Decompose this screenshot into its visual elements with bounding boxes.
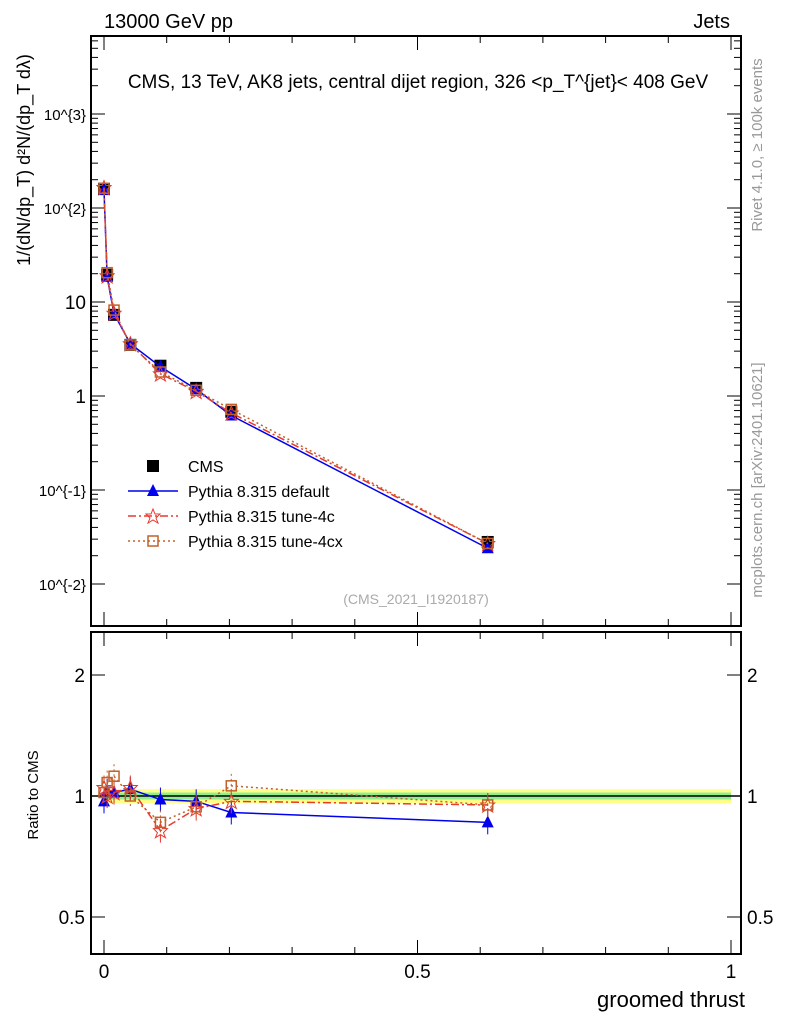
data-point-3 [190, 384, 202, 397]
ratio-tick-label-right: 0.5 [747, 908, 773, 929]
ratio-point-2 [152, 822, 169, 839]
rivet-label: Rivet 4.1.0, ≥ 100k events [749, 58, 766, 231]
y-tick-label: 10^{3} [44, 107, 86, 124]
legend-label: Pythia 8.315 default [188, 484, 330, 501]
ratio-point-3 [124, 790, 137, 802]
ratio-tick-label: 0.5 [59, 908, 85, 929]
main-frame [90, 35, 742, 627]
data-point-3 [108, 304, 120, 316]
ratio-frame [90, 631, 742, 955]
data-point-3 [101, 266, 113, 279]
y-axis-label: 1/(dN/dp_T) d²N/(dp_T dλ) [14, 54, 35, 266]
header-right: Jets [693, 11, 730, 33]
ratio-point-2 [223, 792, 240, 810]
data-point-3 [154, 366, 167, 378]
mcplots-label: mcplots.cern.ch [arXiv:2401.10621] [749, 362, 766, 597]
ratio-point-3 [225, 780, 238, 792]
ratio-line-3 [103, 775, 488, 824]
ratio-tick-label: 1 [74, 787, 85, 808]
legend-label: Pythia 8.315 tune-4cx [188, 534, 343, 551]
data-point-3 [98, 182, 110, 195]
y-tick-label: 10^{-2} [39, 577, 86, 594]
header-left: 13000 GeV pp [104, 11, 233, 33]
data-point-3 [481, 537, 494, 550]
y-tick-label: 10^{2} [44, 201, 86, 218]
ratio-point-3 [108, 770, 120, 782]
ratio-point-3 [481, 799, 494, 811]
data-point-1 [190, 382, 203, 395]
legend-label: Pythia 8.315 tune-4c [188, 509, 335, 526]
data-point-3 [225, 403, 238, 416]
ratio-point-1 [481, 815, 494, 828]
ratio-point-3 [154, 816, 167, 829]
legend-marker [147, 535, 159, 547]
legend-label: CMS [188, 459, 224, 476]
legend-marker [144, 507, 162, 525]
y-tick-label: 1 [75, 387, 86, 408]
data-point-3 [124, 339, 137, 351]
x-tick-label: 0.5 [404, 962, 430, 983]
ratio-point-2 [98, 787, 116, 805]
legend-marker [147, 484, 159, 496]
analysis-annotation: (CMS_2021_I1920187) [343, 591, 489, 607]
ratio-point-1 [154, 792, 167, 805]
ratio-tick-label: 2 [74, 666, 85, 687]
x-axis-label: groomed thrust [597, 987, 745, 1012]
ratio-point-3 [101, 776, 113, 789]
ratio-tick-label-right: 1 [747, 787, 758, 808]
x-tick-label: 0 [99, 962, 110, 983]
ratio-y-label: Ratio to CMS [25, 750, 42, 839]
chart-title: CMS, 13 TeV, AK8 jets, central dijet reg… [128, 72, 709, 93]
y-tick-label: 10 [65, 293, 86, 314]
legend-marker [147, 460, 159, 472]
series-line-3 [103, 188, 489, 545]
x-tick-label: 1 [726, 962, 737, 983]
ratio-tick-label-right: 2 [747, 666, 758, 687]
y-tick-label: 10^{-1} [39, 483, 86, 500]
ratio-point-3 [190, 801, 202, 813]
